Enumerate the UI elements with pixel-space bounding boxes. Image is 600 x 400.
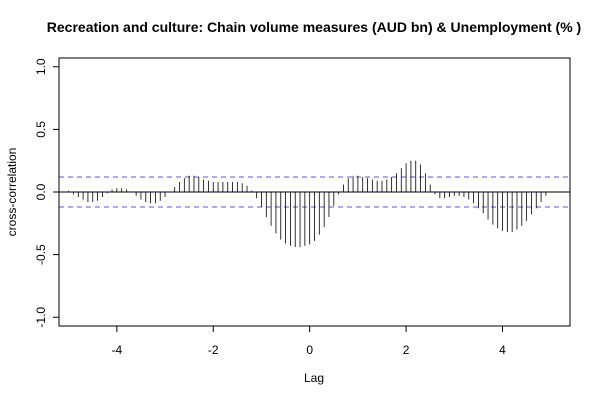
x-tick-label: -4 xyxy=(112,343,123,357)
x-axis-title: Lag xyxy=(304,371,324,385)
chart-title: Recreation and culture: Chain volume mea… xyxy=(47,19,581,35)
y-tick-label: 1.0 xyxy=(34,58,48,75)
x-axis: -4 -2 0 2 4 xyxy=(112,325,506,357)
x-tick-label: 0 xyxy=(306,343,313,357)
y-axis: -1.0 -0.5 0.0 0.5 1.0 xyxy=(34,58,60,328)
y-tick-label: 0.5 xyxy=(34,121,48,138)
y-tick-label: -1.0 xyxy=(34,307,48,328)
y-tick-label: -0.5 xyxy=(34,244,48,265)
x-tick-label: 2 xyxy=(403,343,410,357)
y-tick-label: 0.0 xyxy=(34,183,48,200)
x-tick-label: -2 xyxy=(208,343,219,357)
x-tick-label: 4 xyxy=(499,343,506,357)
y-axis-title: cross-correlation xyxy=(5,148,19,237)
ccf-bars xyxy=(68,160,547,248)
